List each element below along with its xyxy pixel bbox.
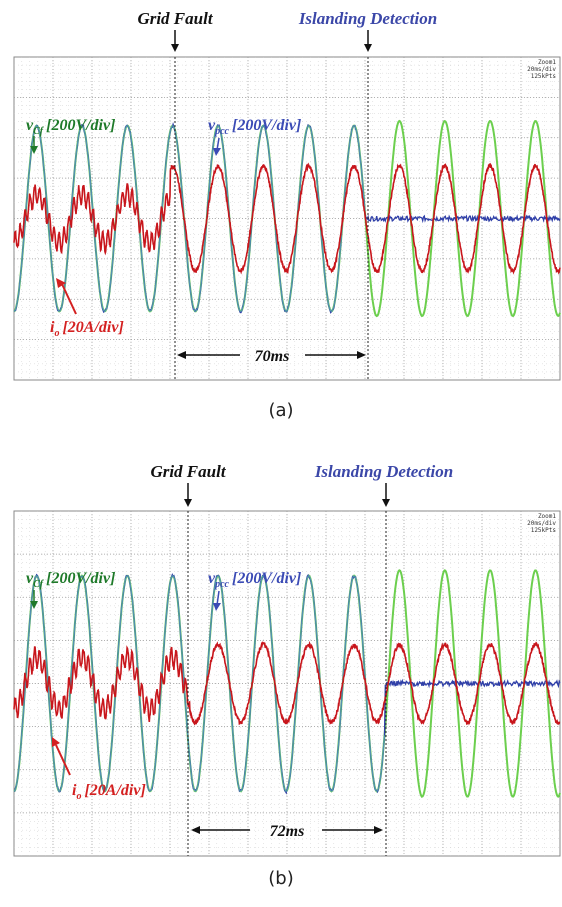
waveform-traces <box>13 569 561 798</box>
v-pcc-arrow <box>213 590 221 611</box>
islanding-arrow <box>382 483 390 507</box>
scope-points-label: 125kPts <box>531 73 557 80</box>
i-o-trace <box>13 640 561 726</box>
duration-label: 70ms <box>255 348 290 365</box>
v-pcc-label: vpcc [200V/div] <box>208 570 301 590</box>
i-o-arrow <box>52 737 71 776</box>
grid-fault-arrow <box>184 483 192 507</box>
scope-chart-b: Grid Fault Islanding Detection Zoom1 20m… <box>13 462 561 857</box>
v-cf-arrow <box>30 136 38 154</box>
grid-fault-label: Grid Fault <box>137 9 213 28</box>
scope-timebase-label: 20ms/div <box>527 520 556 527</box>
v-cf-arrow <box>30 590 38 609</box>
scope-timebase-label: 20ms/div <box>527 66 556 73</box>
i-o-label: io [20A/div] <box>50 319 124 339</box>
v-pcc-label: vpcc [200V/div] <box>208 117 301 137</box>
scope-grid <box>14 57 560 380</box>
islanding-detection-label: Islanding Detection <box>298 9 437 28</box>
scope-zoom-label: Zoom1 <box>538 513 556 520</box>
grid-fault-arrow <box>171 30 179 52</box>
v-cf-label: vCf [200V/div] <box>26 570 115 590</box>
panel-a: Grid Fault Islanding Detection Zoom1 20m… <box>0 0 562 453</box>
islanding-detection-label: Islanding Detection <box>314 462 453 481</box>
scope-points-label: 125kPts <box>531 527 557 534</box>
panel-b: Grid Fault Islanding Detection Zoom1 20m… <box>0 453 562 906</box>
scope-chart-a: Grid Fault Islanding Detection Zoom1 20m… <box>13 9 561 381</box>
i-o-trace <box>13 162 561 275</box>
grid-fault-label: Grid Fault <box>150 462 226 481</box>
scope-zoom-label: Zoom1 <box>538 59 556 66</box>
v-pcc-arrow <box>213 137 221 156</box>
duration-arrow <box>177 351 366 359</box>
i-o-label: io [20A/div] <box>72 782 146 802</box>
duration-arrow <box>191 826 383 834</box>
duration-label: 72ms <box>270 823 305 840</box>
islanding-arrow <box>364 30 372 52</box>
v-overlap-trace <box>13 574 386 793</box>
v-overlap-trace <box>13 124 366 313</box>
waveform-traces <box>13 119 561 318</box>
panel-caption: (a) <box>268 400 294 421</box>
v-cf-label: vCf [200V/div] <box>26 117 115 137</box>
i-o-arrow <box>56 278 77 315</box>
panel-caption: (b) <box>268 868 294 889</box>
